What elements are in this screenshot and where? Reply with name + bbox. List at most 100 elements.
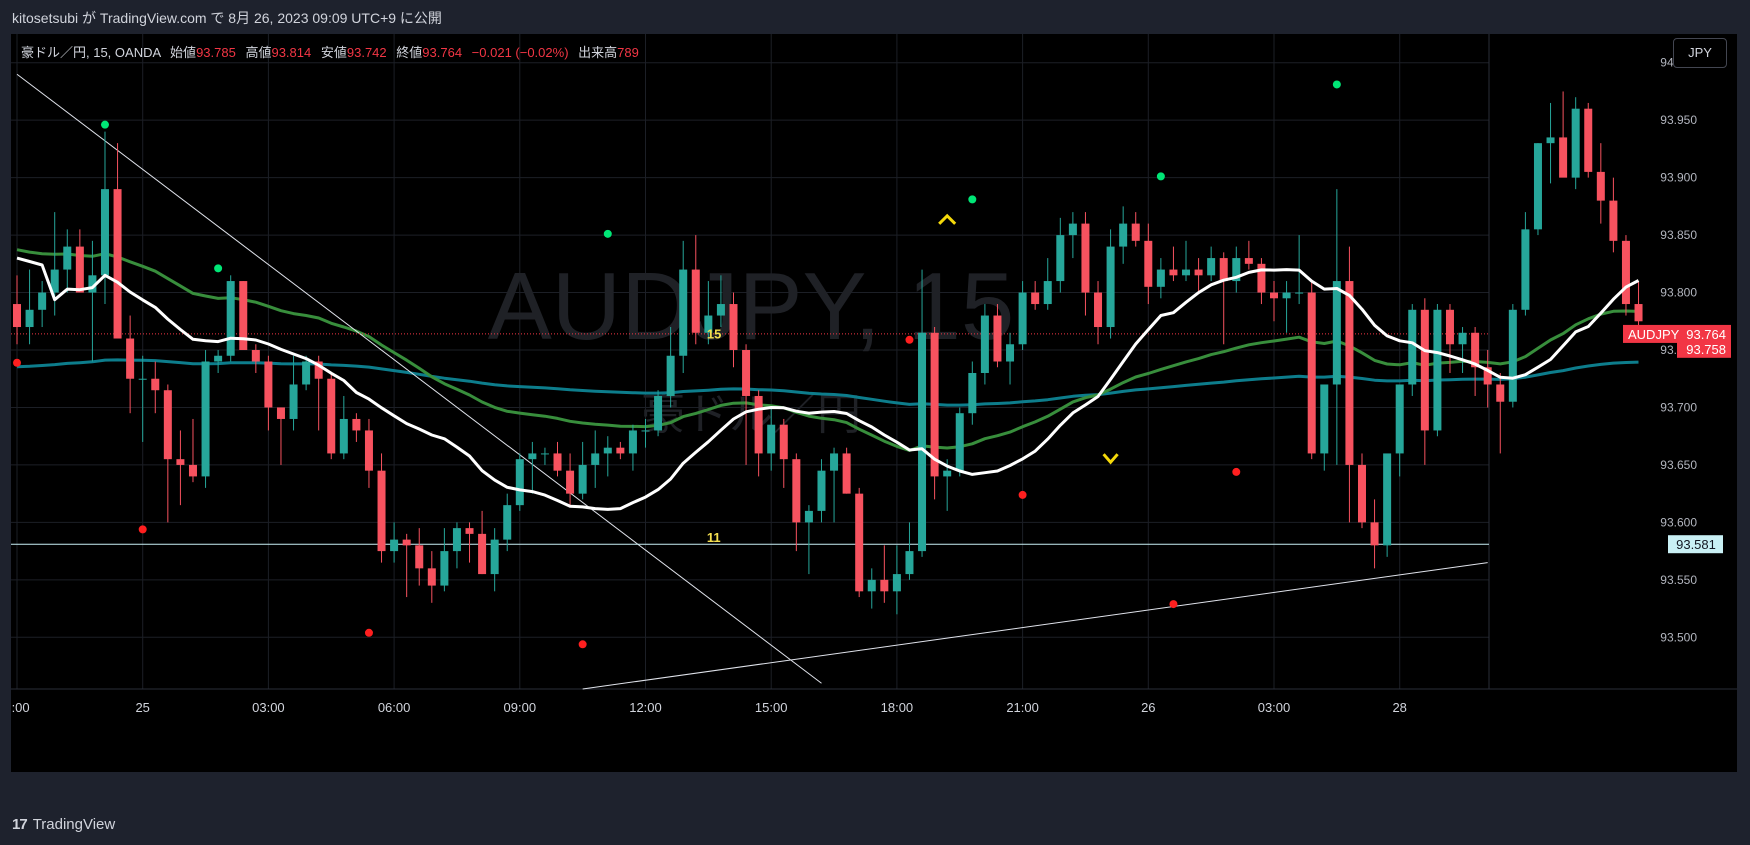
candle-body	[1018, 292, 1027, 345]
candle-body	[352, 418, 361, 431]
candle-body	[1559, 137, 1568, 178]
pivot-low-dot	[1169, 600, 1178, 609]
candle-body	[188, 464, 197, 477]
candle-body	[25, 309, 34, 328]
candle-body	[892, 574, 901, 592]
candle-body	[452, 528, 461, 552]
candle-body	[289, 384, 298, 419]
candle-body	[704, 315, 713, 333]
y-tick-label: 93.550	[1660, 573, 1697, 587]
candle-body	[100, 189, 109, 276]
candle-body	[980, 315, 989, 373]
candle-body	[742, 350, 751, 396]
candle-body	[214, 355, 223, 362]
candle-body	[603, 447, 612, 454]
legend-open-label: 始値	[170, 45, 197, 60]
candle-body	[1584, 108, 1593, 172]
current-price-symbol: AUDJPY	[1628, 327, 1680, 342]
candle-body	[440, 551, 449, 586]
legend-open: 93.785	[196, 45, 236, 60]
chart-area[interactable]: AUDJPY, 15豪ドル／円151194.00093.95093.90093.…	[11, 34, 1737, 772]
candle-body	[1106, 246, 1115, 328]
legend-volume-label: 出来高	[578, 45, 618, 60]
current-price-value: 93.764	[1686, 327, 1726, 342]
candle-body	[1270, 292, 1278, 299]
y-tick-label: 93.500	[1660, 630, 1697, 644]
current-price-tag	[1623, 324, 1731, 343]
x-tick-label: 28	[1392, 700, 1406, 715]
x-tick-label: 03:00	[1258, 700, 1291, 715]
candle-body	[1596, 171, 1605, 201]
candle-body	[1408, 309, 1417, 385]
candle-body	[38, 292, 47, 310]
candle-body	[1458, 332, 1467, 345]
candlestick-chart[interactable]: AUDJPY, 15豪ドル／円151194.00093.95093.90093.…	[11, 34, 1737, 772]
pivot-low-dot	[13, 358, 21, 367]
candle-body	[503, 505, 512, 540]
pivot-high-dot	[603, 229, 612, 238]
candle-body	[628, 430, 637, 454]
pivot-low-dot	[138, 525, 147, 534]
candle-body	[314, 361, 323, 379]
tradingview-logo[interactable]: 17 TradingView	[12, 816, 115, 833]
candle-body	[943, 470, 952, 477]
candle-body	[1521, 229, 1530, 310]
candle-body	[918, 332, 927, 552]
legend-low-label: 安値	[320, 45, 347, 60]
y-tick-label: 93.850	[1660, 228, 1697, 242]
x-tick-label: 21:00	[1006, 700, 1039, 715]
candle-body	[1282, 292, 1291, 299]
candle-body	[930, 332, 939, 477]
candle-body	[968, 372, 977, 414]
candle-body	[1609, 200, 1618, 241]
up-trend-line	[582, 562, 1488, 690]
candle-body	[13, 304, 21, 328]
ma-fast-line	[16, 256, 1640, 511]
candle-body	[1332, 281, 1341, 385]
candle-body	[1156, 269, 1165, 287]
candle-body	[515, 459, 524, 506]
candle-body	[616, 447, 625, 454]
candle-body	[1232, 258, 1241, 282]
x-tick-label: 09:00	[504, 700, 537, 715]
pivot-high-dot	[1156, 172, 1165, 181]
candle-body	[1006, 344, 1015, 362]
candle-body	[201, 361, 210, 477]
candle-body	[1219, 258, 1228, 282]
candle-body	[1370, 522, 1379, 546]
x-tick-label: 1:00	[11, 700, 30, 715]
pivot-high-dot	[1332, 80, 1341, 89]
x-tick-label: 26	[1141, 700, 1155, 715]
candle-body	[1043, 281, 1052, 305]
candle-body	[427, 568, 436, 586]
candle-body	[251, 350, 260, 362]
candle-body	[327, 378, 336, 454]
candle-body	[1207, 258, 1216, 276]
ohlc-legend: 豪ドル／円, 15, OANDA 始値93.785 高値93.814 安値93.…	[21, 42, 639, 61]
candle-body	[779, 424, 788, 460]
candle-body	[767, 424, 776, 454]
candle-body	[1182, 269, 1191, 276]
candle-body	[1496, 384, 1505, 402]
legend-volume: 789	[617, 45, 639, 60]
candle-body	[50, 269, 59, 293]
legend-close-label: 終値	[396, 45, 423, 60]
candle-body	[1244, 258, 1253, 264]
pivot-high-dot	[100, 120, 109, 129]
candle-body	[88, 275, 97, 293]
candle-body	[1634, 304, 1643, 322]
ma-price-tag	[1677, 339, 1731, 358]
candle-body	[729, 304, 738, 351]
publish-header: kitosetsubi が TradingView.com で 8月 26, 2…	[0, 0, 1750, 34]
candle-body	[1571, 108, 1580, 178]
watermark-symbol: AUDJPY, 15	[488, 253, 1015, 360]
down-trend-line	[16, 73, 822, 684]
legend-low: 93.742	[346, 45, 387, 60]
currency-button[interactable]: JPY	[1673, 38, 1727, 68]
candle-body	[1169, 269, 1178, 276]
candle-body	[754, 395, 763, 454]
pivot-low-dot	[578, 640, 587, 649]
candle-body	[1056, 235, 1065, 282]
candle-body	[390, 539, 399, 552]
candle-body	[1295, 292, 1304, 294]
